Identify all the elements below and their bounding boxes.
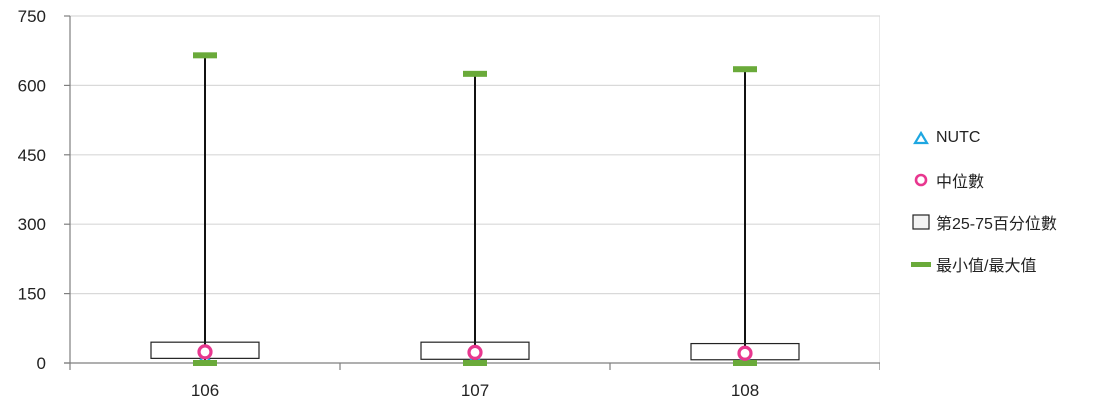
y-tick-label: 750 bbox=[18, 7, 46, 26]
dash-icon bbox=[910, 254, 932, 274]
y-tick-label: 600 bbox=[18, 76, 46, 95]
legend-label-box: 第25-75百分位數 bbox=[936, 216, 1057, 233]
legend-item-nutc: NUTC bbox=[910, 128, 1057, 148]
median-marker bbox=[197, 344, 213, 360]
legend-item-median: 中位數 bbox=[910, 170, 1057, 191]
category-group bbox=[150, 52, 260, 366]
legend-item-box: 第25-75百分位數 bbox=[910, 212, 1057, 233]
y-tick-label: 150 bbox=[18, 285, 46, 304]
triangle-icon bbox=[910, 128, 932, 148]
min-marker bbox=[193, 360, 217, 366]
max-marker bbox=[193, 52, 217, 59]
y-axis-ticks: 0 150 300 450 600 750 bbox=[18, 7, 46, 373]
y-tick-label: 0 bbox=[37, 354, 46, 373]
max-marker bbox=[463, 70, 487, 77]
median-marker bbox=[467, 344, 483, 360]
max-marker bbox=[733, 66, 757, 73]
median-marker bbox=[737, 345, 753, 361]
y-tick-label: 450 bbox=[18, 146, 46, 165]
legend-label-median: 中位數 bbox=[936, 174, 985, 191]
y-tick-label: 300 bbox=[18, 215, 46, 234]
plot-marks bbox=[150, 52, 800, 366]
square-icon bbox=[910, 212, 932, 232]
legend: NUTC 中位數 第25-75百分位數 最小值/最大值 bbox=[910, 128, 1057, 296]
boxplot-chart: 0 150 300 450 600 750 106 107 108 bbox=[18, 7, 880, 400]
x-tick-label: 108 bbox=[731, 381, 759, 400]
legend-label-nutc: NUTC bbox=[936, 129, 981, 146]
circle-icon bbox=[910, 170, 932, 190]
min-marker bbox=[463, 360, 487, 366]
min-marker bbox=[733, 360, 757, 366]
x-tick-label: 106 bbox=[191, 381, 219, 400]
category-group bbox=[420, 70, 530, 366]
legend-item-minmax: 最小值/最大值 bbox=[910, 254, 1057, 275]
legend-label-minmax: 最小值/最大值 bbox=[936, 258, 1037, 275]
category-group bbox=[690, 66, 800, 366]
x-tick-label: 107 bbox=[461, 381, 489, 400]
